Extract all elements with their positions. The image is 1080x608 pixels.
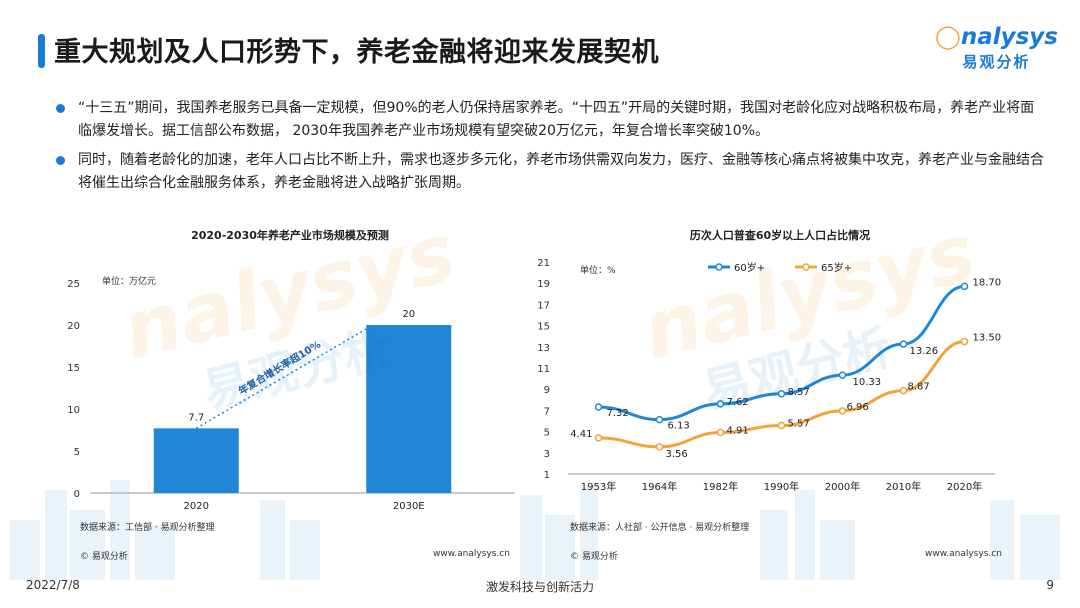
bar-chart-url: www.analysys.cn [433, 549, 510, 559]
data-point [716, 400, 725, 408]
x-tick-label: 1990年 [764, 480, 799, 493]
unit-label: 单位：万亿元 [102, 275, 156, 287]
y-tick-label: 5 [544, 428, 550, 439]
y-tick-label: 21 [537, 258, 550, 269]
data-point [838, 407, 847, 415]
data-point [777, 421, 786, 430]
y-tick-label: 15 [537, 322, 550, 333]
data-label: 3.56 [666, 449, 688, 460]
data-label: 18.70 [973, 277, 1002, 288]
footer-page-number: 9 [1046, 578, 1054, 592]
line-chart-url: www.analysys.cn [925, 549, 1002, 559]
data-point [777, 390, 786, 398]
logo-cn-text: 易观分析 [962, 53, 1031, 71]
unit-label: 单位：% [580, 264, 616, 276]
data-label: 6.96 [847, 402, 869, 413]
legend-swatch-marker [802, 263, 810, 271]
bar-chart-title: 2020-2030年养老产业市场规模及预测 [191, 229, 389, 242]
data-point [960, 337, 969, 346]
trend-dotted-line [195, 328, 367, 429]
bullet-dot-icon [56, 104, 65, 113]
data-point [594, 434, 603, 442]
y-tick-label: 15 [67, 363, 80, 374]
x-tick-label: 2030E [393, 501, 425, 512]
data-label: 13.50 [973, 333, 1002, 344]
x-tick-label: 2020年 [947, 480, 982, 493]
bullet-text: “十三五”期间，我国养老服务已具备一定规模，但90%的老人仍保持居家养老。“十四… [78, 100, 1035, 139]
analysys-logo: ◯nalysys 易观分析 [935, 26, 1058, 72]
footer-date: 2022/7/8 [26, 578, 80, 592]
data-label: 8.57 [788, 387, 810, 398]
data-label: 8.87 [908, 382, 930, 393]
bar-data-label: 7.7 [188, 412, 204, 423]
title-accent-bar [38, 34, 45, 68]
data-label: 6.13 [668, 421, 690, 432]
y-tick-label: 13 [537, 343, 550, 354]
legend-label: 65岁+ [821, 261, 852, 274]
legend-label: 60岁+ [734, 261, 765, 274]
y-tick-label: 7 [544, 406, 550, 417]
bullet-item: “十三五”期间，我国养老服务已具备一定规模，但90%的老人仍保持居家养老。“十四… [56, 97, 1046, 143]
x-tick-label: 1953年 [581, 480, 616, 493]
data-point [655, 415, 664, 424]
data-label: 4.41 [570, 429, 592, 440]
data-label: 7.32 [607, 408, 629, 419]
data-point [960, 282, 969, 291]
line-chart-title: 历次人口普查60岁以上人口占比情况 [689, 229, 871, 242]
bullet-text: 同时，随着老龄化的加速，老年人口占比不断上升，需求也逐步多元化，养老市场供需双向… [78, 152, 1044, 191]
logo-en-text: nalysys [960, 24, 1058, 50]
legend-swatch-marker [715, 263, 723, 271]
data-point [899, 386, 908, 395]
bar [366, 325, 452, 493]
data-point [838, 371, 847, 379]
logo-o-mark: ◯ [935, 24, 961, 50]
data-point [716, 428, 725, 437]
bullet-list: “十三五”期间，我国养老服务已具备一定规模，但90%的老人仍保持居家养老。“十四… [56, 97, 1046, 201]
footer-slogan: 激发科技与创新活力 [485, 580, 594, 594]
data-label: 13.26 [910, 346, 939, 357]
bullet-dot-icon [56, 156, 65, 165]
y-tick-label: 9 [544, 385, 550, 396]
bullet-item: 同时，随着老龄化的加速，老年人口占比不断上升，需求也逐步多元化，养老市场供需双向… [56, 149, 1046, 195]
data-label: 5.57 [788, 419, 810, 430]
y-tick-label: 17 [537, 300, 550, 311]
bar-chart-source: 数据来源：工信部 · 易观分析整理 [80, 523, 215, 533]
data-point [655, 443, 664, 451]
line-chart-copyright: © 易观分析 [570, 552, 618, 562]
y-tick-label: 1 [544, 470, 550, 481]
x-tick-label: 2010年 [886, 480, 921, 493]
data-label: 4.91 [727, 426, 749, 437]
page-title: 重大规划及人口形势下，养老金融将迎来发展契机 [54, 37, 659, 68]
y-tick-label: 5 [74, 447, 80, 458]
y-tick-label: 20 [67, 321, 80, 332]
x-tick-label: 1982年 [703, 480, 738, 493]
y-tick-label: 3 [544, 449, 550, 460]
y-tick-label: 19 [537, 279, 550, 290]
bar [153, 428, 239, 493]
y-tick-label: 11 [537, 364, 550, 375]
data-label: 10.33 [853, 377, 882, 388]
y-tick-label: 10 [67, 405, 80, 416]
data-point [594, 403, 603, 411]
bar-data-label: 20 [402, 309, 415, 320]
bar-chart-copyright: © 易观分析 [80, 552, 128, 562]
x-tick-label: 1964年 [642, 480, 677, 493]
data-label: 7.62 [727, 397, 749, 408]
city-skyline-background [10, 480, 1060, 580]
line-chart-source: 数据来源：人社部 · 公开信息 · 易观分析整理 [570, 523, 750, 533]
x-tick-label: 2000年 [825, 480, 860, 493]
x-tick-label: 2020 [184, 501, 209, 512]
y-tick-label: 25 [67, 279, 80, 290]
y-tick-label: 0 [74, 489, 80, 500]
growth-annotation: 年复合增长率超10% [236, 338, 323, 398]
data-point [899, 340, 908, 348]
